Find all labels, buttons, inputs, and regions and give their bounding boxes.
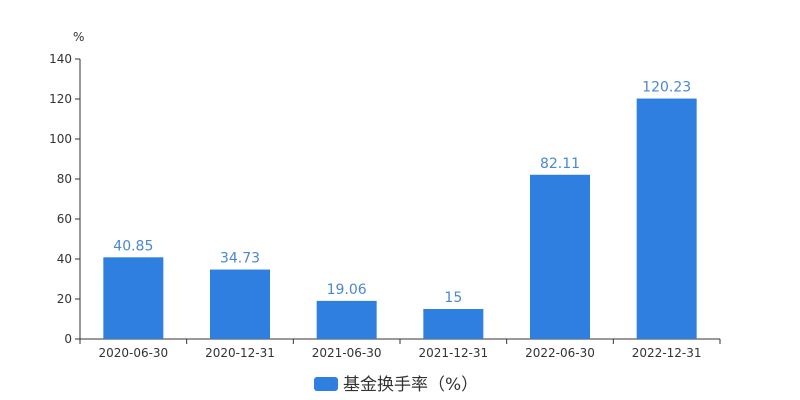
bar [103,257,164,339]
x-tick-label: 2022-06-30 [525,346,595,360]
bar [210,269,270,339]
data-labels: 40.85 34.73 19.06 15 82.11 120.23 [113,80,691,306]
legend-swatch [314,377,338,391]
bar-value-label: 19.06 [327,282,367,298]
bar [423,309,484,339]
y-tick-label: 60 [57,212,72,226]
bar-value-label: 82.11 [540,156,580,172]
x-tick-label: 2020-06-30 [98,346,168,360]
y-tick-label: 0 [64,332,72,346]
x-axis: 2020-06-30 2020-12-31 2021-06-30 2021-12-31… [79,338,721,360]
bar-series [103,98,697,339]
bar [316,300,377,339]
y-axis: 0 20 40 60 80 100 120 140 [49,52,81,346]
y-tick-label: 140 [49,52,72,66]
legend-label: 基金换手率（%） [343,375,478,395]
y-tick-label: 80 [57,172,72,186]
bar-value-label: 34.73 [220,251,260,267]
legend[interactable]: 基金换手率（%） [314,375,478,395]
y-tick-label: 100 [49,132,72,146]
bar-value-label: 15 [444,290,462,306]
bar [636,98,697,339]
x-tick-label: 2020-12-31 [205,346,275,360]
x-tick-label: 2022-12-31 [632,346,702,360]
y-tick-label: 20 [57,292,72,306]
y-axis-unit: % [73,30,84,44]
y-tick-label: 40 [57,252,72,266]
y-tick-label: 120 [49,92,72,106]
bar [530,174,590,339]
x-tick-label: 2021-12-31 [418,346,488,360]
bar-value-label: 120.23 [642,80,691,96]
bar-value-label: 40.85 [113,238,153,254]
x-tick-label: 2021-06-30 [312,346,382,360]
